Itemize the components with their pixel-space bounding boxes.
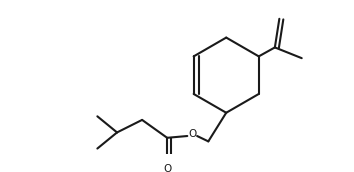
Text: O: O — [188, 129, 196, 139]
Text: O: O — [163, 164, 171, 172]
